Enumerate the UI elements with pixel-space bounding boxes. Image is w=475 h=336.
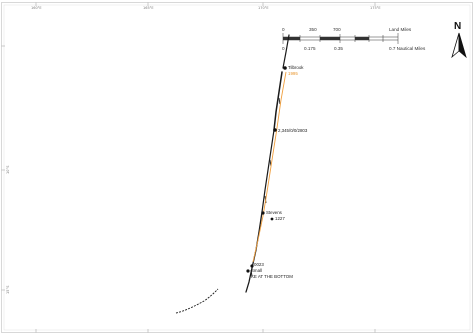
point-marker bbox=[261, 211, 265, 215]
map-frame bbox=[1, 2, 473, 333]
point-marker bbox=[270, 217, 274, 221]
left-ticks bbox=[1, 45, 5, 291]
scale-top-label: 0 bbox=[282, 27, 285, 32]
scale-bottom-label: 0.175 bbox=[304, 46, 316, 51]
point-sublabel-lower: 1227 bbox=[275, 216, 285, 221]
scale-top-label: 350 bbox=[309, 27, 317, 32]
point-label-bottom-caption: KE AT THE BOTTOM bbox=[251, 274, 293, 279]
scale-top-unit: Land Miles bbox=[389, 27, 412, 32]
scale-bar bbox=[282, 33, 399, 44]
scale-top-label: 700 bbox=[333, 27, 341, 32]
point-label-top: Tilbrook bbox=[288, 65, 304, 70]
scale-bottom-label: 0 bbox=[282, 46, 285, 51]
point-label-mid: 2,345/0/0/2803 bbox=[278, 128, 308, 133]
scale-bottom-label: 0.35 bbox=[334, 46, 343, 51]
left-tick-label: 10°S bbox=[6, 165, 10, 174]
point-sublabel-top: 1995 bbox=[288, 71, 298, 76]
point-marker bbox=[273, 128, 277, 132]
top-ticks bbox=[35, 2, 376, 333]
point-label-bottom-num: 0023 bbox=[254, 262, 264, 267]
scale-bottom-unit: 0.7 Nautical Miles bbox=[389, 46, 426, 51]
point-markers bbox=[246, 66, 287, 273]
top-tick-label: 175°E bbox=[370, 6, 381, 10]
north-letter: N bbox=[454, 21, 461, 32]
point-marker bbox=[246, 269, 250, 273]
point-label-lower: Stevens bbox=[266, 210, 283, 215]
coast-curve bbox=[175, 288, 219, 314]
track-dark bbox=[245, 34, 290, 293]
top-tick-label: 170°E bbox=[258, 6, 269, 10]
top-tick-label: 165°E bbox=[143, 6, 154, 10]
track-orange bbox=[252, 71, 287, 263]
point-marker bbox=[283, 66, 287, 70]
point-label-bottom-small: Small bbox=[251, 268, 262, 273]
left-tick-label: 15°S bbox=[6, 285, 10, 294]
map-inner-frame bbox=[3, 4, 471, 331]
top-tick-label: 160°E bbox=[31, 6, 42, 10]
north-arrow-icon: N bbox=[451, 21, 467, 59]
point-marker bbox=[250, 264, 254, 268]
